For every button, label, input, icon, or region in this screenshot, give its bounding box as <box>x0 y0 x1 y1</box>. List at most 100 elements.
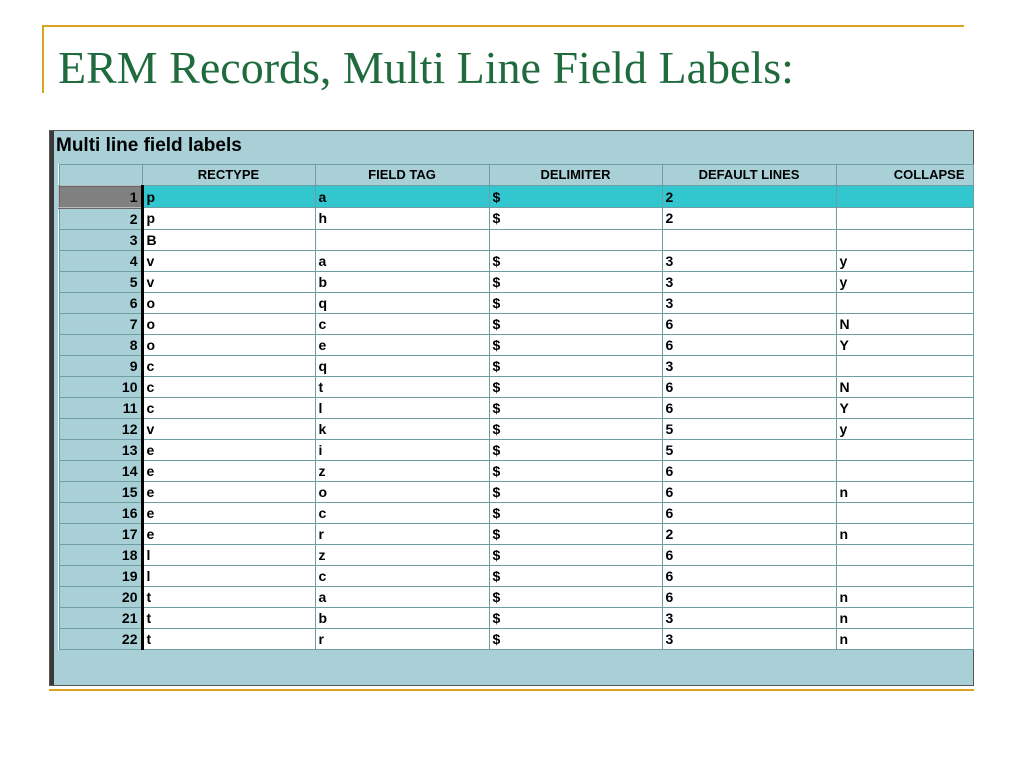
row-number[interactable]: 7 <box>58 312 144 335</box>
row-number[interactable]: 9 <box>58 354 144 377</box>
row-number[interactable]: 8 <box>58 333 144 356</box>
table-row[interactable]: 14 e z $6 <box>58 459 974 482</box>
field-tag-cell[interactable]: a <box>314 185 490 208</box>
delimiter-cell[interactable]: $ <box>488 564 663 587</box>
rectype-cell[interactable]: v <box>141 270 316 293</box>
delimiter-cell[interactable]: $ <box>488 185 663 208</box>
field-tag-cell[interactable]: a <box>314 585 490 608</box>
default-lines-cell[interactable]: 2 <box>661 207 837 230</box>
delimiter-cell[interactable]: $ <box>488 375 663 398</box>
default-lines-cell[interactable]: 3 <box>661 270 837 293</box>
collapse-cell[interactable] <box>835 228 974 251</box>
delimiter-cell[interactable]: $ <box>488 543 663 566</box>
collapse-cell[interactable] <box>835 564 974 587</box>
collapse-cell[interactable] <box>835 501 974 524</box>
field-tag-cell[interactable]: z <box>314 459 490 482</box>
delimiter-cell[interactable]: $ <box>488 627 663 650</box>
rectype-cell[interactable]: c <box>141 375 316 398</box>
row-number[interactable]: 22 <box>58 627 144 650</box>
row-number[interactable]: 17 <box>58 522 144 545</box>
field-tag-cell[interactable]: r <box>314 522 490 545</box>
table-row[interactable]: 6 o q $3 <box>58 291 974 314</box>
rectype-cell[interactable]: t <box>141 606 316 629</box>
collapse-cell[interactable]: n <box>835 522 974 545</box>
delimiter-cell[interactable]: $ <box>488 606 663 629</box>
rectype-cell[interactable]: e <box>141 459 316 482</box>
default-lines-cell[interactable]: 3 <box>661 606 837 629</box>
delimiter-cell[interactable]: $ <box>488 207 663 230</box>
rectype-cell[interactable]: c <box>141 354 316 377</box>
rectype-cell[interactable]: e <box>141 501 316 524</box>
field-tag-cell[interactable]: o <box>314 480 490 503</box>
table-row[interactable]: 10 c t $6 N <box>58 375 974 398</box>
table-row[interactable]: 13 e i $5 <box>58 438 974 461</box>
table-row[interactable]: 16 e c $6 <box>58 501 974 524</box>
default-lines-cell[interactable]: 5 <box>661 417 837 440</box>
field-tag-cell[interactable]: l <box>314 396 490 419</box>
collapse-cell[interactable]: N <box>835 375 974 398</box>
field-tag-cell[interactable]: e <box>314 333 490 356</box>
row-number[interactable]: 19 <box>58 564 144 587</box>
column-header-default-lines[interactable]: DEFAULT LINES <box>661 164 837 186</box>
delimiter-cell[interactable]: $ <box>488 501 663 524</box>
collapse-cell[interactable] <box>835 354 974 377</box>
table-row[interactable]: 5 v b $3 y <box>58 270 974 293</box>
table-row[interactable]: 22 t r $3 n <box>58 627 974 650</box>
default-lines-cell[interactable]: 6 <box>661 585 837 608</box>
table-row[interactable]: 20 t a $6 n <box>58 585 974 608</box>
rectype-cell[interactable]: e <box>141 480 316 503</box>
collapse-cell[interactable]: n <box>835 585 974 608</box>
delimiter-cell[interactable]: $ <box>488 459 663 482</box>
default-lines-cell[interactable]: 3 <box>661 249 837 272</box>
delimiter-cell[interactable]: $ <box>488 312 663 335</box>
column-header-collapse[interactable]: COLLAPSE <box>835 164 974 186</box>
table-row[interactable]: 4 v a $3 y <box>58 249 974 272</box>
delimiter-cell[interactable]: $ <box>488 354 663 377</box>
rectype-cell[interactable]: p <box>141 207 316 230</box>
collapse-cell[interactable]: Y <box>835 333 974 356</box>
field-tag-cell[interactable]: q <box>314 354 490 377</box>
collapse-cell[interactable] <box>835 438 974 461</box>
default-lines-cell[interactable]: 6 <box>661 459 837 482</box>
default-lines-cell[interactable]: 6 <box>661 564 837 587</box>
delimiter-cell[interactable] <box>488 228 663 251</box>
rectype-cell[interactable]: e <box>141 438 316 461</box>
row-number[interactable]: 10 <box>58 375 144 398</box>
delimiter-cell[interactable]: $ <box>488 249 663 272</box>
row-number[interactable]: 15 <box>58 480 144 503</box>
delimiter-cell[interactable]: $ <box>488 291 663 314</box>
collapse-cell[interactable] <box>835 207 974 230</box>
row-number[interactable]: 13 <box>58 438 144 461</box>
field-tag-cell[interactable]: h <box>314 207 490 230</box>
rectype-cell[interactable]: l <box>141 543 316 566</box>
rectype-cell[interactable]: o <box>141 333 316 356</box>
field-tag-cell[interactable]: r <box>314 627 490 650</box>
delimiter-cell[interactable]: $ <box>488 333 663 356</box>
rectype-cell[interactable]: p <box>141 185 316 208</box>
table-row[interactable]: 12 v k $5 y <box>58 417 974 440</box>
rectype-cell[interactable]: B <box>141 228 316 251</box>
field-tag-cell[interactable]: c <box>314 501 490 524</box>
field-tag-cell[interactable]: a <box>314 249 490 272</box>
field-tag-cell[interactable]: q <box>314 291 490 314</box>
default-lines-cell[interactable]: 2 <box>661 185 837 208</box>
default-lines-cell[interactable]: 6 <box>661 375 837 398</box>
collapse-cell[interactable]: y <box>835 417 974 440</box>
delimiter-cell[interactable]: $ <box>488 396 663 419</box>
table-row[interactable]: 18 l z $6 <box>58 543 974 566</box>
row-number[interactable]: 3 <box>58 228 144 251</box>
rectype-cell[interactable]: l <box>141 564 316 587</box>
table-row[interactable]: 19 l c $6 <box>58 564 974 587</box>
rectype-cell[interactable]: e <box>141 522 316 545</box>
row-number[interactable]: 12 <box>58 417 144 440</box>
column-header-rectype[interactable]: RECTYPE <box>141 164 316 186</box>
delimiter-cell[interactable]: $ <box>488 417 663 440</box>
row-number[interactable]: 4 <box>58 249 144 272</box>
default-lines-cell[interactable] <box>661 228 837 251</box>
collapse-cell[interactable]: Y <box>835 396 974 419</box>
rectype-cell[interactable]: c <box>141 396 316 419</box>
table-row[interactable]: 2 p h $2 <box>58 207 974 230</box>
column-header-field-tag[interactable]: FIELD TAG <box>314 164 490 186</box>
default-lines-cell[interactable]: 3 <box>661 291 837 314</box>
